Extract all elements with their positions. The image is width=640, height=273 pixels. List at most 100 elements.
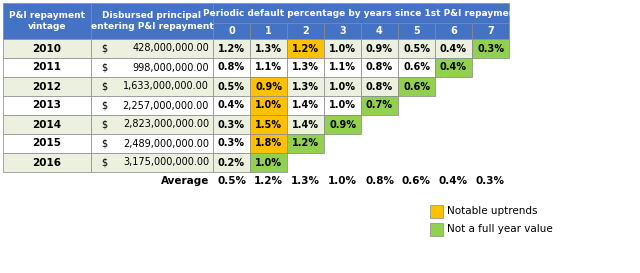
Bar bbox=[324, 23, 361, 39]
Text: 0.6%: 0.6% bbox=[403, 63, 430, 73]
Text: 0.9%: 0.9% bbox=[329, 120, 356, 129]
Text: 2,257,000,000.00: 2,257,000,000.00 bbox=[123, 100, 209, 111]
Text: 1.4%: 1.4% bbox=[292, 100, 319, 111]
Bar bbox=[3, 3, 91, 39]
Bar bbox=[250, 115, 287, 134]
Bar bbox=[91, 77, 213, 96]
Bar bbox=[3, 58, 91, 77]
Bar bbox=[250, 39, 287, 58]
Bar bbox=[361, 77, 398, 96]
Bar bbox=[250, 134, 287, 153]
Bar bbox=[324, 58, 361, 77]
Bar bbox=[398, 58, 435, 77]
Text: P&I repayment
vintage: P&I repayment vintage bbox=[9, 11, 85, 31]
Text: 0.5%: 0.5% bbox=[217, 176, 246, 186]
Text: 0: 0 bbox=[228, 26, 235, 36]
Bar bbox=[91, 58, 213, 77]
Text: 0.4%: 0.4% bbox=[218, 100, 245, 111]
Text: 0.2%: 0.2% bbox=[218, 158, 245, 168]
Text: Average: Average bbox=[161, 176, 209, 186]
Bar bbox=[287, 96, 324, 115]
Text: 2010: 2010 bbox=[33, 43, 61, 54]
Bar bbox=[3, 134, 91, 153]
Text: $: $ bbox=[101, 158, 107, 168]
Text: 3,175,000,000.00: 3,175,000,000.00 bbox=[123, 158, 209, 168]
Text: 7: 7 bbox=[487, 26, 494, 36]
Bar bbox=[430, 205, 443, 218]
Text: 0.9%: 0.9% bbox=[366, 43, 393, 54]
Text: 1.0%: 1.0% bbox=[255, 100, 282, 111]
Bar bbox=[398, 77, 435, 96]
Text: 2,489,000,000.00: 2,489,000,000.00 bbox=[123, 138, 209, 149]
Bar bbox=[213, 23, 250, 39]
Bar bbox=[3, 39, 91, 58]
Text: Disbursed principal
entering P&I repayment: Disbursed principal entering P&I repayme… bbox=[91, 11, 213, 31]
Text: 1,633,000,000.00: 1,633,000,000.00 bbox=[123, 82, 209, 91]
Bar bbox=[91, 39, 213, 58]
Text: $: $ bbox=[101, 43, 107, 54]
Bar bbox=[435, 39, 472, 58]
Bar bbox=[250, 58, 287, 77]
Text: 428,000,000.00: 428,000,000.00 bbox=[132, 43, 209, 54]
Bar bbox=[213, 115, 250, 134]
Text: 1.2%: 1.2% bbox=[254, 176, 283, 186]
Text: 1.1%: 1.1% bbox=[329, 63, 356, 73]
Text: 998,000,000.00: 998,000,000.00 bbox=[132, 63, 209, 73]
Text: 2014: 2014 bbox=[33, 120, 61, 129]
Text: $: $ bbox=[101, 100, 107, 111]
Text: 1.2%: 1.2% bbox=[218, 43, 245, 54]
Bar bbox=[91, 3, 213, 39]
Text: 0.4%: 0.4% bbox=[440, 63, 467, 73]
Text: 2,823,000,000.00: 2,823,000,000.00 bbox=[123, 120, 209, 129]
Text: 1.0%: 1.0% bbox=[255, 158, 282, 168]
Text: 0.8%: 0.8% bbox=[366, 82, 393, 91]
Text: 2015: 2015 bbox=[33, 138, 61, 149]
Text: 0.3%: 0.3% bbox=[218, 120, 245, 129]
Bar bbox=[287, 77, 324, 96]
Text: 0.3%: 0.3% bbox=[477, 43, 504, 54]
Bar bbox=[324, 115, 361, 134]
Text: 1.3%: 1.3% bbox=[292, 82, 319, 91]
Text: 1.0%: 1.0% bbox=[329, 100, 356, 111]
Text: $: $ bbox=[101, 82, 107, 91]
Bar bbox=[430, 223, 443, 236]
Bar bbox=[213, 39, 250, 58]
Text: 5: 5 bbox=[413, 26, 420, 36]
Text: $: $ bbox=[101, 63, 107, 73]
Bar bbox=[250, 77, 287, 96]
Bar bbox=[398, 39, 435, 58]
Text: 0.8%: 0.8% bbox=[218, 63, 245, 73]
Bar bbox=[361, 96, 398, 115]
Bar bbox=[213, 153, 250, 172]
Bar bbox=[361, 23, 398, 39]
Bar bbox=[213, 77, 250, 96]
Bar bbox=[91, 96, 213, 115]
Text: 0.9%: 0.9% bbox=[255, 82, 282, 91]
Text: 6: 6 bbox=[450, 26, 457, 36]
Text: 1.5%: 1.5% bbox=[255, 120, 282, 129]
Bar bbox=[435, 23, 472, 39]
Text: 1.0%: 1.0% bbox=[329, 43, 356, 54]
Text: 0.5%: 0.5% bbox=[403, 43, 430, 54]
Text: 0.8%: 0.8% bbox=[365, 176, 394, 186]
Text: $: $ bbox=[101, 120, 107, 129]
Bar bbox=[287, 58, 324, 77]
Text: 1.3%: 1.3% bbox=[292, 63, 319, 73]
Text: 1.2%: 1.2% bbox=[292, 43, 319, 54]
Text: $: $ bbox=[101, 138, 107, 149]
Bar bbox=[3, 115, 91, 134]
Text: 0.3%: 0.3% bbox=[476, 176, 505, 186]
Text: 1.0%: 1.0% bbox=[329, 82, 356, 91]
Text: Not a full year value: Not a full year value bbox=[447, 224, 553, 235]
Bar bbox=[361, 39, 398, 58]
Text: 1.0%: 1.0% bbox=[328, 176, 357, 186]
Bar bbox=[287, 39, 324, 58]
Bar bbox=[91, 134, 213, 153]
Bar bbox=[472, 39, 509, 58]
Text: 0.5%: 0.5% bbox=[218, 82, 245, 91]
Bar bbox=[361, 58, 398, 77]
Text: 0.6%: 0.6% bbox=[402, 176, 431, 186]
Bar bbox=[3, 153, 91, 172]
Text: 1.1%: 1.1% bbox=[255, 63, 282, 73]
Text: 1.2%: 1.2% bbox=[292, 138, 319, 149]
